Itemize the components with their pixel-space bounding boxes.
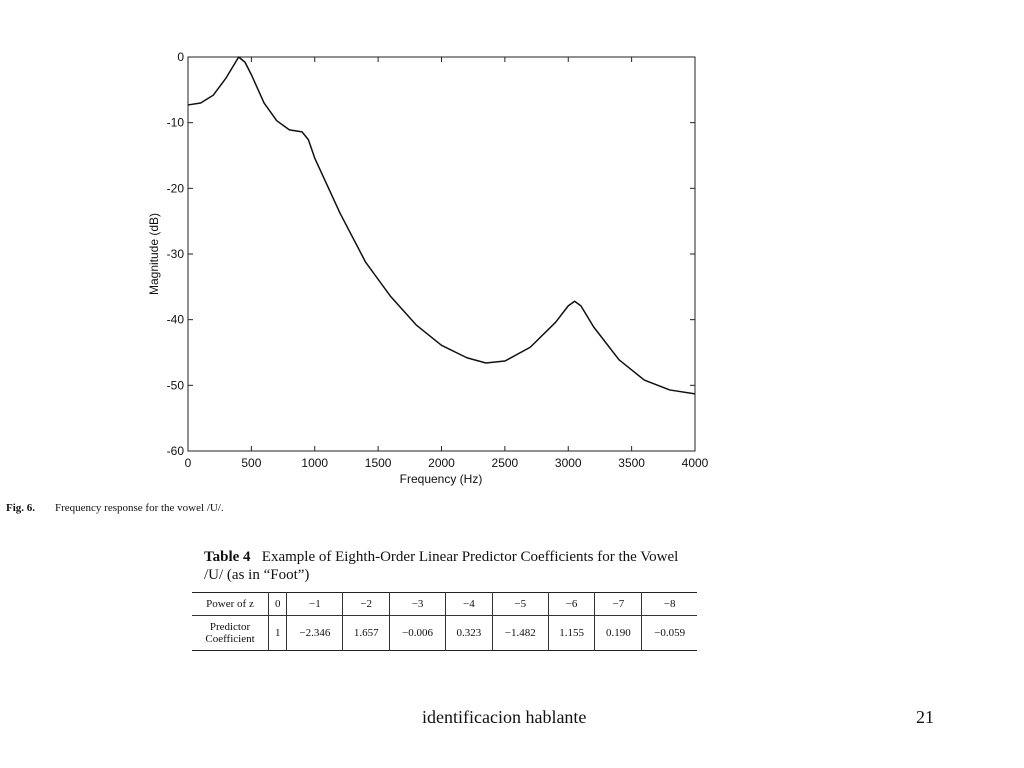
figure-label: Fig. 6. (6, 502, 35, 514)
x-tick-label: 3000 (555, 456, 582, 470)
y-tick-label: -40 (167, 313, 185, 327)
table-cell: 0.323 (445, 615, 493, 651)
x-tick-label: 3500 (618, 456, 645, 470)
table: Power of z 0 −1 −2 −3 −4 −5 −6 −7 −8 Predictor Coe… (192, 592, 697, 651)
table-cell: Predictor Coefficient (205, 621, 255, 645)
table-cell: −0.059 (641, 615, 697, 651)
x-tick-label: 0 (185, 456, 192, 470)
x-tick-label: 500 (241, 456, 261, 470)
table-cell: 0.190 (594, 615, 642, 651)
table-cell: 1 (267, 615, 287, 651)
table-row: Power of z 0 −1 −2 −3 −4 −5 −6 −7 −8 (192, 592, 697, 616)
x-tick-label: 2000 (428, 456, 455, 470)
chart: Frequency (Hz) Magnitude (dB) Fig. 6. Fr… (6, 50, 709, 514)
table-label: Table 4 (204, 549, 251, 565)
table-cell: −3 (389, 592, 446, 616)
table-cell: −2 (342, 592, 390, 616)
y-tick-label: -30 (167, 247, 185, 261)
table-cell: −7 (594, 592, 642, 616)
footer-text: identificacion hablante (422, 707, 587, 727)
y-tick-label: -10 (167, 116, 185, 130)
table-cell: −4 (445, 592, 493, 616)
table-cell: −1 (286, 592, 343, 616)
x-tick-label: 1500 (365, 456, 392, 470)
table-cell: −0.006 (389, 615, 446, 651)
table-cell: Power of z (192, 592, 269, 616)
table-cell: 1.155 (547, 615, 595, 651)
table-row: Predictor Coefficient 1 −2.346 1.657 −0.006 0… (192, 615, 697, 651)
y-tick-label: -60 (167, 444, 185, 458)
table-title: Example of Eighth-Order Linear Predictor… (204, 549, 679, 583)
x-tick-label: 1000 (301, 456, 328, 470)
table-cell: −2.346 (286, 615, 343, 651)
table-block: Table 4 Example of Eighth-Order Linear P… (192, 548, 697, 651)
y-tick-label: 0 (177, 50, 184, 64)
x-tick-label: 2500 (492, 456, 519, 470)
table-caption: Table 4 Example of Eighth-Order Linear P… (204, 548, 697, 584)
plot-frame (187, 56, 696, 452)
line (187, 56, 696, 395)
page-number: 21 (916, 707, 934, 727)
table-cell: −5 (491, 592, 549, 616)
table-cell: −6 (547, 592, 595, 616)
x-tick-label: 4000 (682, 456, 709, 470)
y-axis-label: Magnitude (dB) (147, 213, 161, 295)
y-tick-label: -50 (167, 378, 185, 392)
table-cell: 0 (267, 592, 287, 616)
table-cell: −8 (641, 592, 697, 616)
figure-caption: Frequency response for the vowel /U/. (55, 502, 224, 514)
table-cell: 1.657 (342, 615, 390, 651)
x-axis-label: Frequency (Hz) (400, 472, 483, 486)
y-tick-label: -20 (167, 181, 185, 195)
table-cell: −1.482 (491, 615, 549, 651)
